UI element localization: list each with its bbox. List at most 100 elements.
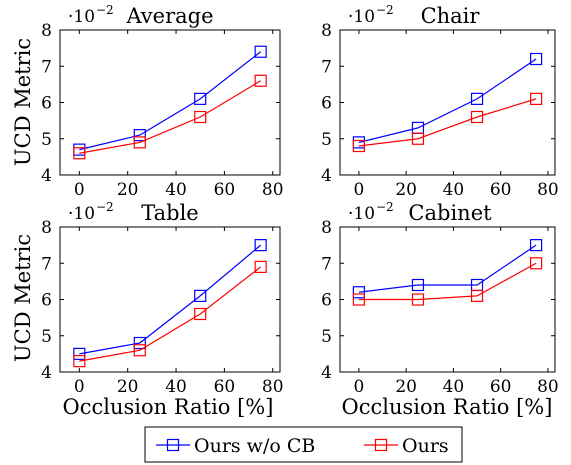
series-line [79,80,261,154]
x-tick-label: 0 [353,180,364,200]
x-tick-label: 20 [395,377,417,397]
data-point [194,307,207,321]
y-tick-label: 7 [321,254,332,274]
x-tick-label: 80 [537,377,559,397]
x-tick-label: 20 [395,180,417,200]
data-point [194,289,207,302]
data-point [470,92,484,105]
y-axis-label-bottom: UCD Metric [11,234,35,362]
series-line [79,266,262,362]
scale-exponent: −2 [96,200,114,214]
x-axis-label-left: Occlusion Ratio [%] [63,395,274,419]
data-point [352,286,366,299]
axes-frame [59,226,281,373]
x-tick-label: 20 [117,377,139,397]
scale-exponent: −2 [376,3,394,17]
scale-multiplier: ·10 [68,7,95,27]
series-line [358,262,537,301]
scale-multiplier: ·10 [348,7,375,27]
y-tick-label: 8 [41,218,52,238]
data-point [352,139,366,153]
data-point [411,278,425,292]
x-tick-label: 60 [490,180,512,200]
y-tick-label: 6 [41,94,52,114]
data-point [529,92,543,105]
y-tick-label: 8 [321,218,332,238]
data-point [133,336,146,350]
y-tick-label: 5 [321,130,332,150]
data-point [411,132,425,145]
x-tick-label: 0 [74,377,85,397]
x-tick-label: 0 [74,180,85,200]
data-point [133,129,146,142]
x-tick-label: 40 [165,377,187,397]
x-tick-label: 40 [443,180,465,200]
y-tick-label: 4 [41,363,52,383]
y-tick-label: 8 [321,21,332,41]
data-point [470,289,484,302]
x-tick-label: 20 [117,180,139,200]
series-line [79,244,262,355]
scale-multiplier: ·10 [348,204,375,224]
y-tick-label: 7 [41,254,52,274]
y-tick-label: 6 [41,291,52,311]
data-point [133,136,146,149]
x-tick-label: 80 [262,377,284,397]
legend-label-ours-wo-cb: Ours w/o CB [194,435,315,457]
x-tick-label: 80 [537,180,559,200]
y-tick-label: 6 [321,94,332,114]
panel-title: Average [125,4,213,28]
y-tick-label: 5 [41,130,52,150]
y-tick-label: 7 [321,57,332,77]
x-tick-label: 0 [353,377,364,397]
data-point [73,355,86,368]
legend: Ours w/o CB Ours [144,426,463,463]
x-tick-label: 60 [490,377,512,397]
data-point [529,257,543,270]
y-tick-label: 5 [41,327,52,347]
x-tick-label: 40 [165,180,187,200]
panel-title: Cabinet [408,201,492,225]
scale-exponent: −2 [96,3,114,17]
data-point [470,110,484,124]
series-line [79,51,262,151]
x-axis-label-right: Occlusion Ratio [%] [342,395,553,419]
x-tick-label: 40 [443,377,465,397]
legend-label-ours: Ours [402,435,449,457]
data-point [254,239,267,252]
series-line [358,244,537,293]
legend-marker-ours-wo-cb [166,438,180,452]
data-point [194,92,207,105]
data-point [411,293,425,306]
data-point [529,239,543,252]
series-line [358,58,537,143]
y-tick-label: 4 [321,166,332,186]
y-axis-label-top: UCD Metric [11,38,35,166]
series-line [358,98,537,147]
y-tick-label: 6 [321,291,332,311]
data-point [529,52,543,66]
data-point [254,45,267,58]
axes-frame [59,29,281,176]
y-tick-label: 4 [41,166,52,186]
scale-exponent: −2 [376,200,394,214]
data-point [194,110,207,124]
x-tick-label: 60 [214,377,236,397]
y-tick-label: 7 [41,57,52,77]
legend-frame [144,426,463,463]
data-point [254,260,267,273]
data-point [352,293,366,306]
scale-multiplier: ·10 [68,204,95,224]
y-tick-label: 5 [321,327,332,347]
data-point [73,347,86,360]
x-tick-label: 60 [214,180,236,200]
data-point [73,147,86,160]
panel-title: Chair [421,4,481,28]
x-tick-label: 80 [262,180,284,200]
